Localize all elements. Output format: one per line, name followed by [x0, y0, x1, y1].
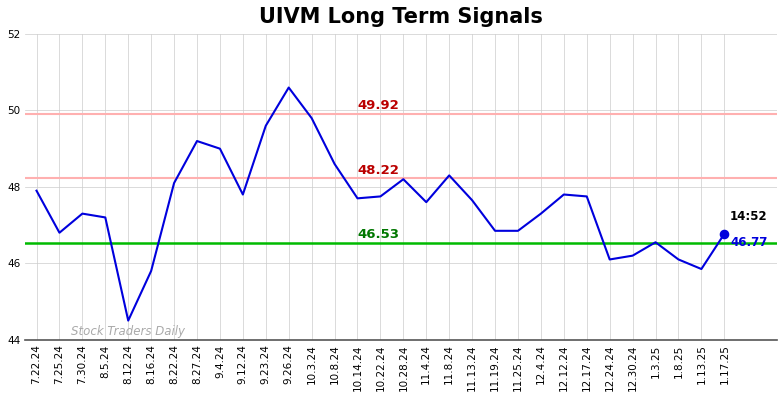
Text: 14:52: 14:52 — [730, 210, 768, 223]
Title: UIVM Long Term Signals: UIVM Long Term Signals — [260, 7, 543, 27]
Text: 46.53: 46.53 — [358, 228, 400, 242]
Text: Stock Traders Daily: Stock Traders Daily — [71, 325, 185, 338]
Text: 46.77: 46.77 — [730, 236, 768, 249]
Point — [718, 231, 731, 237]
Text: 49.92: 49.92 — [358, 99, 399, 112]
Text: 48.22: 48.22 — [358, 164, 399, 177]
